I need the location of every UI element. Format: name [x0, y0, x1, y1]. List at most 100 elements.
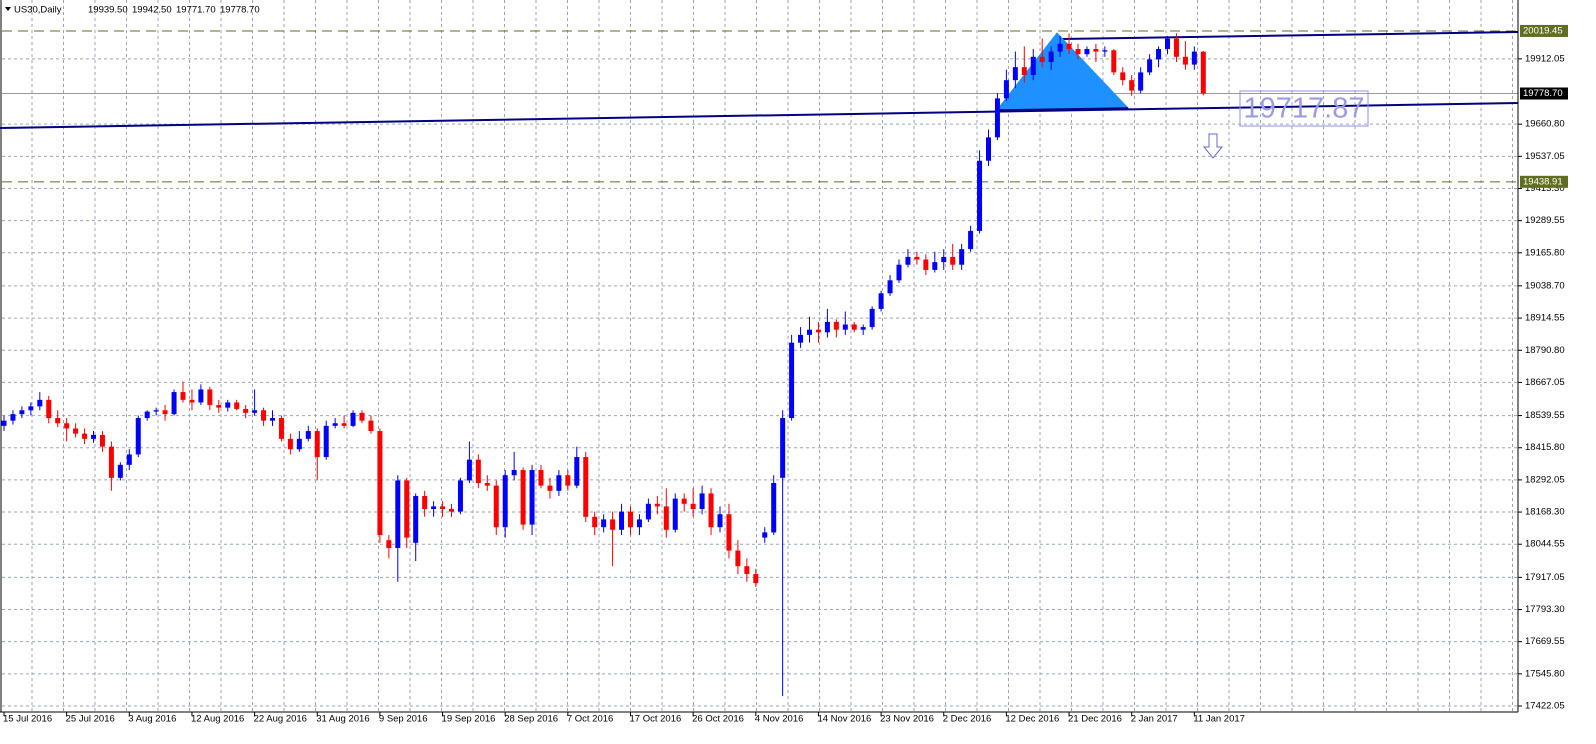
y-tick-label: 19660.80 — [1525, 119, 1565, 130]
candle-body — [529, 470, 535, 525]
candle-body — [547, 485, 553, 491]
candle-body — [395, 480, 401, 549]
candle-body — [332, 423, 338, 426]
x-tick-label: 12 Dec 2016 — [1005, 714, 1059, 725]
candle-body — [46, 399, 52, 419]
candle-body — [1039, 56, 1045, 62]
x-tick-label: 21 Dec 2016 — [1068, 714, 1122, 725]
x-tick-label: 15 Jul 2016 — [3, 714, 52, 725]
candle-body — [842, 324, 848, 330]
candle-body — [860, 327, 866, 330]
candle-body — [1093, 48, 1099, 52]
y-tick-label: 19537.05 — [1525, 151, 1565, 162]
candle-body — [19, 410, 25, 415]
y-tick-label: 19289.55 — [1525, 215, 1565, 226]
candle-body — [1111, 50, 1117, 73]
candle-body — [824, 321, 830, 333]
pattern-base — [996, 107, 1129, 111]
candles — [1, 33, 1206, 697]
candle-body — [91, 434, 96, 439]
x-tick-label: 12 Aug 2016 — [191, 714, 244, 725]
candle-body — [117, 464, 123, 478]
candle-body — [565, 475, 571, 486]
candle-body — [126, 454, 132, 465]
level-label: 20019.45 — [1523, 25, 1563, 36]
x-tick-label: 14 Nov 2016 — [817, 714, 871, 725]
x-tick-label: 2 Jan 2017 — [1131, 714, 1178, 725]
candle-body — [1102, 50, 1108, 52]
y-tick-label: 18790.80 — [1525, 345, 1565, 356]
x-tick-label: 7 Oct 2016 — [567, 714, 613, 725]
y-tick-label: 17669.55 — [1525, 636, 1565, 647]
candle-body — [386, 540, 392, 549]
candle-body — [135, 418, 141, 455]
candle-body — [350, 412, 356, 426]
candle-body — [99, 434, 105, 447]
candle-body — [994, 98, 1000, 138]
y-tick-label: 19165.80 — [1525, 247, 1565, 258]
x-tick-label: 4 Nov 2016 — [755, 714, 804, 725]
candle-body — [592, 516, 598, 528]
candle-body — [180, 392, 186, 400]
y-tick-label: 17917.05 — [1525, 572, 1565, 583]
x-tick-label: 31 Aug 2016 — [316, 714, 369, 725]
chart-title: US30,Daily — [14, 5, 62, 16]
level-label-box — [1520, 24, 1568, 37]
candle-body — [216, 405, 222, 408]
candle-body — [905, 256, 911, 265]
candle-body — [753, 573, 759, 584]
y-tick-label: 17422.05 — [1525, 701, 1565, 712]
candle-body — [798, 334, 804, 343]
candle-body — [968, 230, 974, 250]
candle-body — [771, 483, 777, 533]
candle-body — [457, 480, 463, 512]
candle-body — [914, 256, 920, 260]
candle-body — [654, 503, 660, 507]
candle-body — [574, 457, 580, 486]
x-tick-label: 19 Sep 2016 — [442, 714, 496, 725]
trend-line — [1061, 31, 1519, 40]
candle-body — [377, 431, 383, 536]
candle-body — [466, 459, 472, 481]
candle-body — [556, 475, 562, 491]
annotation-box — [1239, 90, 1369, 127]
candle-body — [422, 496, 428, 510]
candle-body — [583, 457, 589, 517]
candle-body — [717, 514, 723, 528]
y-tick-label: 17545.80 — [1525, 668, 1565, 679]
candle-body — [690, 503, 696, 510]
y-tick-label: 19912.05 — [1525, 53, 1565, 64]
down-arrow — [1202, 133, 1224, 159]
header-value: 19939.50 — [88, 5, 128, 16]
candle-body — [610, 519, 616, 530]
x-tick-label: 2 Dec 2016 — [943, 714, 992, 725]
candle-body — [475, 459, 481, 484]
x-tick-label: 28 Sep 2016 — [504, 714, 558, 725]
header-value: 19778.70 — [220, 5, 260, 16]
candle-body — [440, 506, 446, 510]
candle-body — [645, 503, 651, 520]
candle-body — [1075, 48, 1081, 55]
candle-body — [520, 470, 526, 525]
candle-body — [1021, 67, 1027, 75]
candle-body — [243, 408, 249, 413]
candle-body — [789, 342, 795, 419]
candle-body — [511, 470, 517, 476]
candle-body — [1182, 56, 1188, 65]
candle-body — [252, 410, 258, 413]
candle-body — [153, 410, 159, 412]
candle-body — [162, 410, 168, 415]
candle-body — [1066, 43, 1072, 49]
candle-body — [1003, 80, 1009, 99]
candle-body — [144, 411, 150, 419]
candle-body — [878, 293, 884, 309]
candle-body — [896, 264, 902, 281]
candle-body — [628, 511, 633, 528]
x-tick-label: 11 Jan 2017 — [1193, 714, 1245, 725]
menu-triangle[interactable] — [5, 7, 11, 11]
annotation-text: 19717.87 — [1244, 93, 1365, 125]
candle-body — [368, 420, 374, 432]
candle-body — [869, 308, 875, 328]
